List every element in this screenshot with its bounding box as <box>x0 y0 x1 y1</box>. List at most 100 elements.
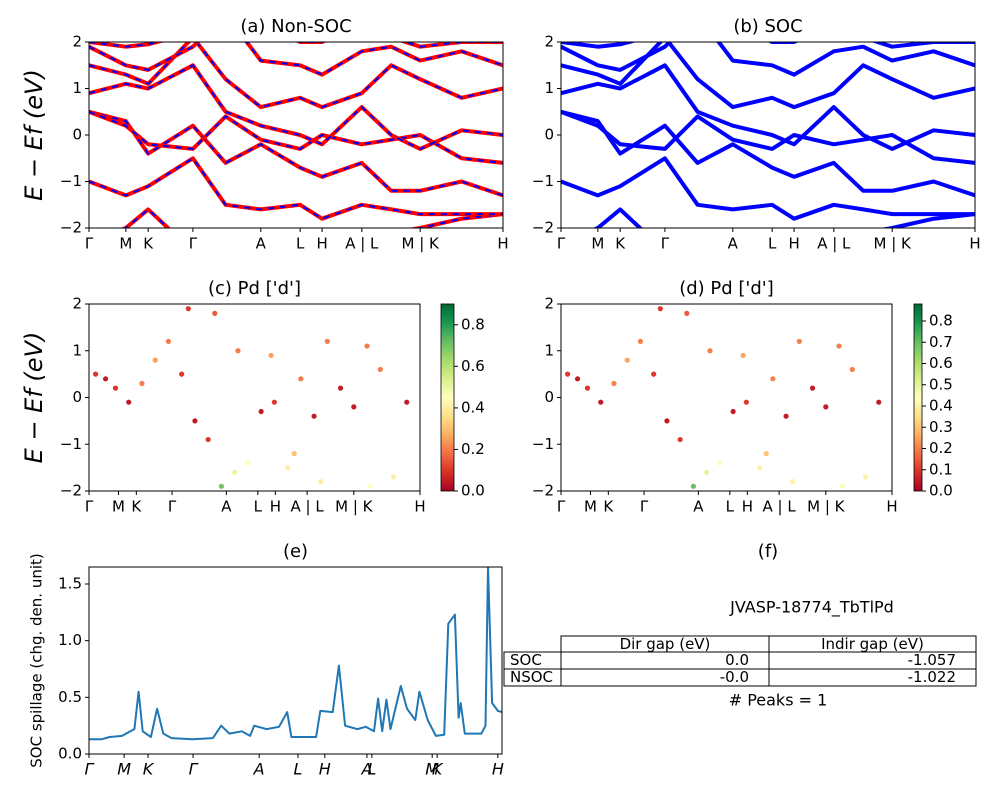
x-tick-label: L <box>367 760 376 779</box>
point <box>390 474 397 480</box>
band-line <box>561 156 975 221</box>
point <box>245 460 251 466</box>
point <box>862 474 869 480</box>
band-line-dashed <box>89 156 503 220</box>
point <box>790 479 796 485</box>
plot-area <box>561 42 975 228</box>
x-tick-label: M <box>591 235 604 253</box>
point <box>690 483 697 489</box>
x-tick-label: Γ <box>168 498 177 516</box>
plot-area <box>89 567 502 741</box>
point <box>404 399 410 405</box>
point <box>684 310 690 316</box>
point <box>285 465 291 471</box>
panel-title: (f) <box>758 541 778 562</box>
x-tick-label: H <box>270 498 281 516</box>
x-tick-label: K <box>615 235 626 253</box>
panel: (f) JVASP-18774_TbTlPd Dir gap (eV) Indir g… <box>503 541 977 710</box>
plot-area <box>93 306 410 489</box>
x-tick-label: L <box>768 235 777 253</box>
point <box>298 376 304 382</box>
colorbar-tick-label: 0.8 <box>929 312 953 330</box>
x-tick-label: Γ <box>640 498 649 516</box>
band-line-dashed <box>89 42 503 48</box>
band-line <box>561 109 975 198</box>
point <box>185 306 191 312</box>
point <box>574 376 581 382</box>
x-tick-label: Γ <box>85 760 95 779</box>
band-line <box>561 42 975 110</box>
band-line <box>561 109 975 165</box>
point <box>126 399 132 405</box>
table-header: Dir gap (eV) <box>620 635 711 653</box>
x-tick-label: M <box>119 235 132 253</box>
x-tick-label: Γ <box>189 235 198 253</box>
axes-frame <box>88 566 503 755</box>
x-tick-label: M <box>584 498 597 516</box>
point <box>112 385 119 391</box>
row-label: NSOC <box>510 668 553 686</box>
point <box>258 408 264 415</box>
table-value: -1.022 <box>908 668 956 686</box>
band-line <box>561 63 975 151</box>
x-tick-label: Γ <box>557 498 566 516</box>
colorbar-tick-label: 0.1 <box>929 460 953 478</box>
x-tick-label: M | K <box>402 235 441 253</box>
table-value: -1.057 <box>908 651 956 669</box>
x-tick-label: M | K <box>807 498 846 516</box>
point <box>770 376 776 382</box>
axes-frame <box>88 303 421 492</box>
x-tick-label: L <box>296 235 305 253</box>
plot-area <box>89 42 503 228</box>
colorbar-tick-label: 0.6 <box>461 357 485 375</box>
table-value: -0.0 <box>720 668 749 686</box>
y-tick-label: 0 <box>72 126 82 144</box>
colorbar-tick-label: 0.0 <box>929 482 953 500</box>
y-tick-label: 1.0 <box>58 631 82 649</box>
y-tick-label: 2 <box>544 295 554 313</box>
point <box>823 404 829 410</box>
point <box>637 338 644 344</box>
point <box>337 385 344 391</box>
x-tick-label: M | K <box>335 498 374 516</box>
point <box>664 418 670 424</box>
point <box>192 418 198 424</box>
annotation: # Peaks = 1 <box>729 691 828 710</box>
x-tick-label: A | L <box>291 498 325 516</box>
band-line <box>592 207 975 228</box>
x-tick-label: M <box>117 760 131 779</box>
panel-title: (c) Pd ['d'] <box>208 278 301 299</box>
point <box>757 465 763 471</box>
point <box>179 371 185 377</box>
x-tick-label: L <box>254 498 263 516</box>
colorbar-tick-label: 0.0 <box>461 482 485 500</box>
colorbar-tick-label: 0.4 <box>929 397 953 415</box>
colorbar-tick-label: 0.6 <box>929 354 953 372</box>
point <box>271 399 277 405</box>
point <box>651 371 657 377</box>
band-line <box>89 63 503 151</box>
y-tick-label: −1 <box>60 172 82 190</box>
x-tick-label: Γ <box>85 498 94 516</box>
point <box>783 413 789 419</box>
x-tick-label: H <box>969 235 980 253</box>
point <box>624 357 630 363</box>
y-tick-label: 1 <box>72 341 82 359</box>
band-line <box>89 109 503 165</box>
y-tick-label: 0 <box>72 388 82 406</box>
x-tick-label: K <box>143 235 154 253</box>
point <box>598 399 604 405</box>
point <box>351 404 357 410</box>
band-line-dashed <box>89 64 503 151</box>
x-tick-label: A | L <box>763 498 797 516</box>
point <box>611 380 617 387</box>
y-tick-label: 1 <box>72 79 82 97</box>
y-tick-label: −2 <box>532 482 554 500</box>
panel-title: (b) SOC <box>733 16 802 37</box>
point <box>584 385 591 391</box>
y-tick-label: −2 <box>60 219 82 237</box>
x-tick-label: L <box>294 760 303 779</box>
